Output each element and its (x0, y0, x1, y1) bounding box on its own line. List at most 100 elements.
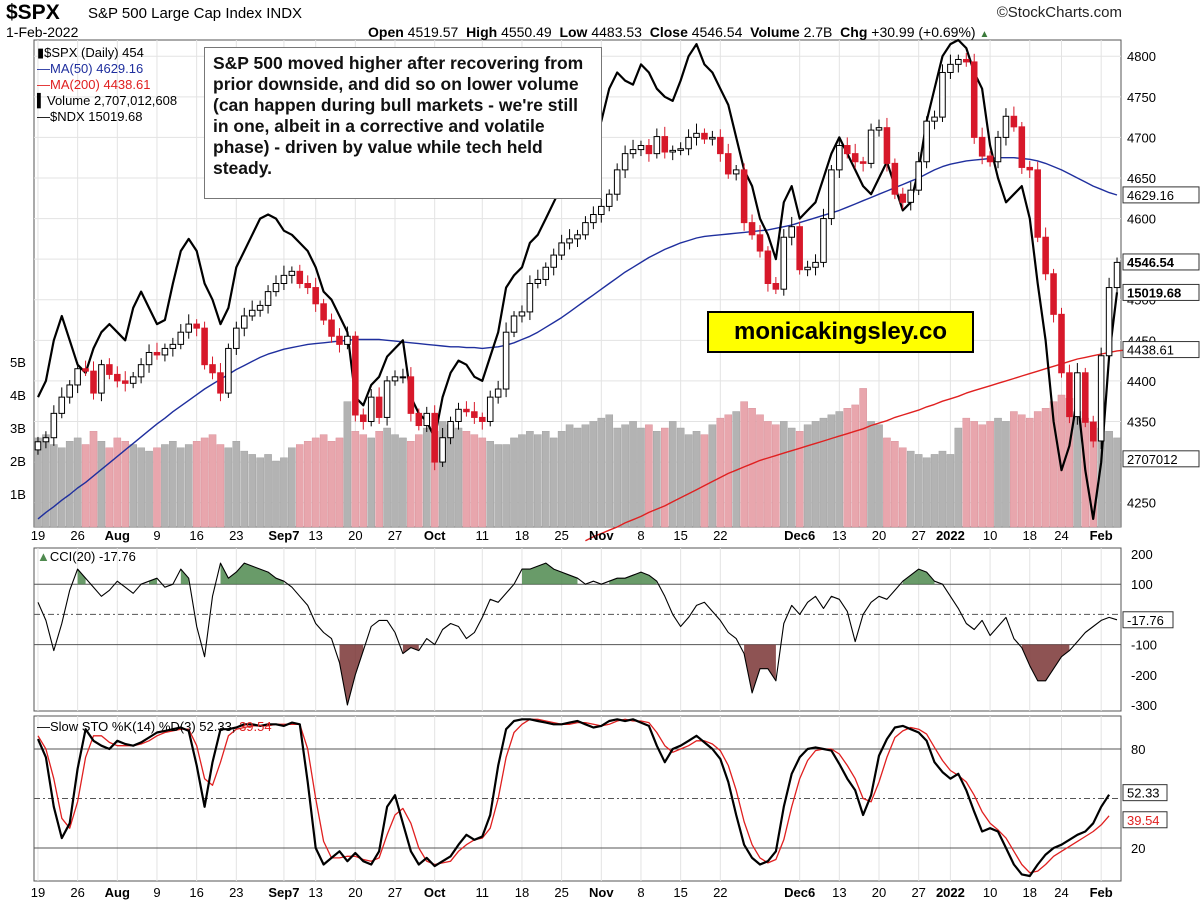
candle-down (970, 61, 978, 138)
legend-volume: ▍Volume 2,707,012,608 (37, 93, 177, 109)
candle-down (963, 58, 970, 63)
volume-tick-label: 3B (10, 421, 26, 436)
x-tick-label: 26 (70, 528, 84, 543)
volume-bar (311, 437, 320, 528)
candle-up (550, 254, 557, 268)
candle-up (518, 311, 526, 317)
volume-bar (240, 450, 249, 528)
candle-down (717, 136, 724, 155)
candle-down (82, 368, 89, 372)
ohlc-bar: Open 4519.57 High 4550.49 Low 4483.53 Cl… (368, 24, 989, 40)
price-tick-label: 4400 (1127, 374, 1156, 389)
volume-bar (375, 431, 383, 528)
candle-up (161, 347, 169, 356)
candle-up (129, 376, 137, 384)
candle-up (558, 242, 565, 256)
volume-bar (518, 434, 526, 528)
candle-down (328, 319, 335, 337)
x-tick-label: 16 (189, 885, 203, 900)
cci-positive-fill (902, 569, 935, 585)
candle-down (471, 411, 478, 418)
legend-ma200-label: MA(200) 4438.61 (50, 77, 151, 92)
volume-bar (1113, 437, 1121, 528)
x-tick-label: 18 (515, 528, 529, 543)
volume-bar (422, 427, 431, 528)
cci-tick-label: -100 (1131, 638, 1157, 653)
price-tick-label: 4350 (1127, 414, 1156, 429)
volume-bar (756, 414, 764, 528)
candle-down (375, 396, 383, 418)
candle-down (1042, 236, 1049, 275)
candle-up (74, 368, 81, 386)
candle-down (661, 136, 669, 153)
x-tick-label: 23 (229, 528, 243, 543)
x-tick-label: 8 (637, 528, 644, 543)
low-label: Low (559, 24, 588, 40)
volume-bar (438, 421, 447, 528)
volume-bar (970, 421, 978, 528)
candle-down (359, 414, 367, 422)
x-tick-label: 18 (1023, 528, 1037, 543)
volume-bar (803, 424, 812, 528)
candle-down (1050, 273, 1057, 315)
volume-bar (200, 437, 209, 528)
x-tick-label: 24 (1054, 885, 1068, 900)
volume-bar (875, 424, 883, 528)
volume-bar (724, 414, 733, 528)
candle-down (645, 145, 653, 155)
candle-up (939, 71, 946, 118)
volume-value: 2.7B (803, 24, 833, 40)
volume-bar (208, 434, 217, 528)
x-tick-label: 10 (983, 528, 997, 543)
candle-up (685, 136, 692, 150)
volume-bar (256, 457, 264, 528)
candle-up (677, 148, 684, 151)
candle-up (621, 153, 629, 171)
candle-down (883, 127, 891, 164)
volume-bar (478, 437, 487, 528)
volume-bar (557, 431, 566, 528)
candle-up (629, 149, 637, 155)
x-tick-label: 18 (1023, 885, 1037, 900)
candle-up (820, 218, 827, 263)
candle-up (58, 396, 66, 414)
candle-up (693, 132, 700, 138)
volume-bar (81, 444, 90, 528)
legend-ma50: —MA(50) 4629.16 (37, 61, 177, 77)
candle-up (50, 412, 58, 439)
sto-last-box (1122, 784, 1168, 802)
volume-tick-label: 1B (10, 487, 26, 502)
x-tick-label: 2022 (936, 885, 965, 900)
x-tick-label: 19 (31, 528, 45, 543)
candle-up (502, 331, 510, 390)
sto-legend-d: 39.54 (239, 719, 272, 734)
candle-up (590, 214, 597, 224)
x-tick-label: 13 (832, 528, 846, 543)
candle-down (352, 335, 359, 416)
close-value: 4546.54 (691, 24, 743, 40)
price-label-text: 4629.16 (1127, 188, 1174, 203)
x-tick-label: 8 (637, 885, 644, 900)
sto-legend-k: Slow STO %K(14) %D(3) 52.33, (50, 719, 240, 734)
candle-up (907, 189, 915, 203)
x-tick-label: 27 (388, 885, 402, 900)
line-icon: — (37, 719, 50, 734)
volume-bar (565, 424, 574, 528)
volume-bar (835, 411, 844, 528)
volume-label: Volume (750, 24, 800, 40)
cci-positive-fill (77, 569, 86, 585)
candle-down (772, 283, 780, 290)
volume-bar (343, 401, 352, 528)
candle-down (479, 416, 486, 422)
candle-down (336, 335, 343, 345)
volume-bar (50, 444, 58, 528)
volume-bar (922, 457, 931, 528)
price-tick-label: 4750 (1127, 90, 1156, 105)
x-tick-label: 25 (554, 528, 568, 543)
price-label-box (1122, 283, 1200, 301)
volume-bar (57, 447, 66, 528)
volume-bar (351, 431, 360, 528)
x-tick-label: 22 (713, 885, 727, 900)
candle-up (915, 161, 922, 191)
volume-bar (787, 427, 796, 528)
